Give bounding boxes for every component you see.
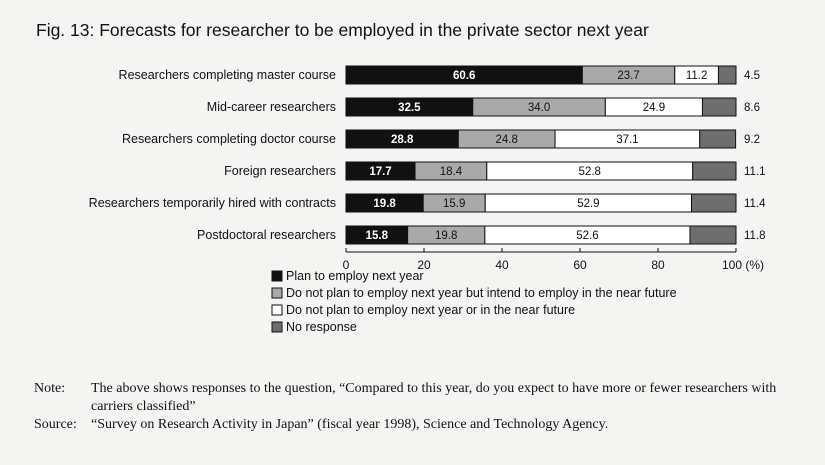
category-label: Foreign researchers	[224, 164, 336, 178]
data-label: 8.6	[744, 102, 760, 114]
category-label: Researchers temporarily hired with contr…	[89, 196, 336, 210]
legend-swatch	[271, 287, 283, 299]
data-label: 11.2	[686, 70, 708, 82]
data-label: 11.1	[744, 166, 766, 178]
category-label: Mid-career researchers	[207, 100, 336, 114]
note-text: The above shows responses to the questio…	[91, 381, 777, 414]
category-label: Researchers completing doctor course	[122, 132, 336, 146]
legend-label: Do not plan to employ next year but inte…	[286, 286, 677, 300]
note-row: Note: The above shows responses to the q…	[34, 380, 794, 416]
data-label: 52.9	[577, 198, 599, 210]
bar-segment	[701, 97, 737, 117]
data-label: 15.9	[443, 198, 465, 210]
data-label: 17.7	[369, 166, 391, 178]
data-label: 52.6	[576, 230, 598, 242]
data-label: 4.5	[744, 70, 760, 82]
source-row: Source: “Survey on Research Activity in …	[34, 416, 794, 434]
data-label: 52.8	[579, 166, 601, 178]
source-text: “Survey on Research Activity in Japan” (…	[91, 417, 609, 432]
data-label: 60.6	[453, 70, 475, 82]
note-key: Note:	[34, 381, 66, 396]
data-label: 11.4	[744, 198, 766, 210]
bar-segment	[689, 225, 737, 245]
data-label: 32.5	[398, 102, 421, 114]
x-tick-label: 60	[573, 258, 587, 272]
data-label: 23.7	[617, 70, 639, 82]
category-label: Postdoctoral researchers	[197, 228, 336, 242]
data-label: 11.8	[744, 230, 766, 242]
bar-segment	[717, 65, 737, 85]
bar-segment	[692, 161, 737, 181]
data-label: 37.1	[616, 134, 638, 146]
legend-swatch	[271, 304, 283, 316]
data-label: 19.8	[435, 230, 457, 242]
x-tick-label: 0	[343, 258, 350, 272]
bar-segment	[691, 193, 737, 213]
category-label: Researchers completing master course	[119, 68, 336, 82]
x-tick-label: 80	[651, 258, 665, 272]
x-tick-label: 100 (%)	[722, 258, 764, 272]
data-label: 28.8	[391, 134, 414, 146]
data-label: 34.0	[528, 102, 550, 114]
data-label: 18.4	[440, 166, 463, 178]
data-label: 19.8	[373, 198, 396, 210]
stacked-bar-chart: Researchers completing master course 60.6…	[89, 65, 766, 334]
x-tick-label: 20	[417, 258, 431, 272]
data-label: 24.8	[495, 134, 517, 146]
legend-swatch	[271, 270, 283, 282]
chart-title: Fig. 13: Forecasts for researcher to be …	[36, 20, 649, 40]
data-label: 24.9	[643, 102, 665, 114]
data-label: 9.2	[744, 134, 760, 146]
source-key: Source:	[34, 417, 77, 432]
notes-block: Note: The above shows responses to the q…	[34, 380, 794, 434]
x-tick-label: 40	[495, 258, 509, 272]
legend-label: Plan to employ next year	[286, 269, 424, 283]
legend-label: Do not plan to employ next year or in th…	[286, 303, 575, 317]
legend-swatch	[271, 321, 283, 333]
legend-label: No response	[286, 320, 357, 334]
data-label: 15.8	[366, 230, 389, 242]
bar-segment	[699, 129, 737, 149]
